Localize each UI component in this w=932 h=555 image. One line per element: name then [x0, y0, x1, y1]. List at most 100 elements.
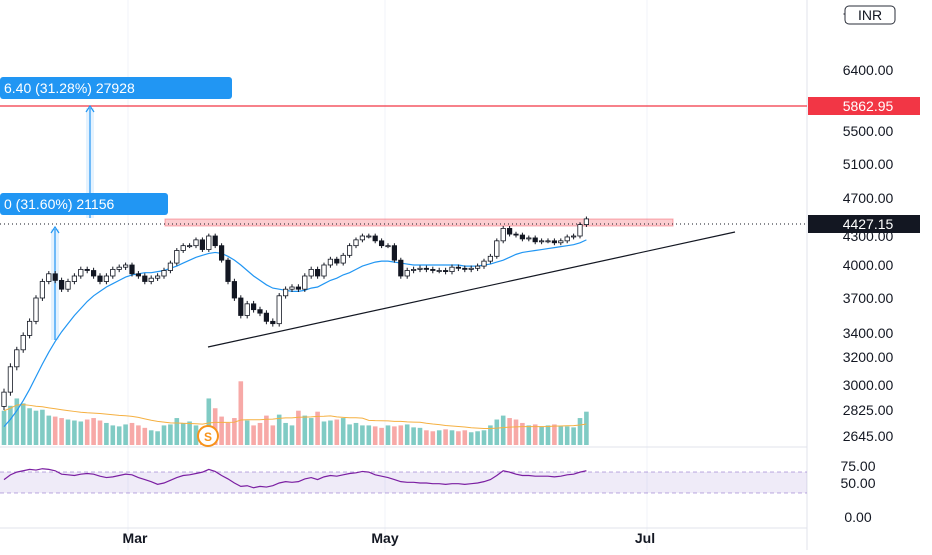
volume-bar — [270, 425, 276, 445]
volume-layer — [1, 381, 589, 445]
candle — [206, 233, 212, 252]
volume-bar — [59, 418, 64, 445]
candle-body — [513, 233, 519, 236]
volume-bar — [302, 415, 308, 445]
volume-bar — [110, 425, 116, 445]
candle-body — [506, 227, 513, 235]
support-trendline[interactable] — [207, 231, 736, 348]
candle-body — [462, 267, 468, 270]
candle — [295, 284, 302, 292]
candle-body — [430, 268, 436, 271]
candle — [186, 243, 193, 249]
volume-bar — [136, 425, 141, 445]
volume-bar — [180, 422, 186, 445]
candle — [334, 256, 340, 266]
candle — [327, 256, 334, 268]
candle — [52, 271, 58, 284]
volume-bar — [315, 411, 320, 445]
currency-badge[interactable]: INR — [844, 5, 896, 25]
volume-bar — [404, 424, 410, 445]
currency-label: INR — [858, 7, 882, 23]
candle-body — [404, 270, 410, 277]
candle — [14, 346, 20, 371]
rsi-tick-label: 0.00 — [844, 509, 871, 525]
candle-body — [212, 235, 218, 247]
volume-bar — [436, 430, 442, 445]
candle — [385, 243, 391, 249]
candle — [123, 262, 129, 270]
candle-body — [14, 349, 20, 368]
volume-bar — [78, 421, 84, 445]
volume-bar — [1, 410, 7, 445]
volume-bar — [212, 408, 218, 445]
candle — [346, 243, 353, 258]
candle — [449, 264, 455, 275]
resistance-zone[interactable] — [164, 218, 674, 227]
volume-average-line — [3, 404, 587, 429]
candle — [129, 262, 135, 277]
candle-body — [123, 264, 129, 268]
volume-bar — [545, 425, 551, 445]
candle — [366, 233, 372, 239]
volume-bar — [430, 431, 436, 445]
price-tick-label: 5500.00 — [843, 123, 894, 139]
candle-body — [71, 275, 77, 282]
candle-body — [129, 264, 135, 275]
candle-body — [353, 239, 359, 247]
candle — [238, 295, 244, 319]
candle — [314, 266, 321, 279]
volume-bar — [392, 426, 397, 445]
candle-body — [250, 303, 257, 311]
candle-body — [142, 275, 148, 282]
candle-body — [366, 235, 372, 238]
volume-bar — [417, 427, 423, 445]
candle-body — [103, 275, 109, 282]
candle — [302, 273, 308, 292]
candle — [199, 237, 205, 252]
price-tick-label: 3700.00 — [843, 290, 894, 306]
volume-bar — [97, 420, 103, 445]
candle — [148, 275, 154, 285]
target-price-label: 5862.95 — [843, 98, 894, 114]
volume-bar — [46, 415, 52, 445]
candle-body — [295, 286, 302, 290]
candle-body — [334, 258, 340, 264]
measure-label-top[interactable]: 6.40 (31.28%) 27928 — [0, 77, 232, 99]
volume-bar — [283, 422, 288, 445]
volume-bar — [174, 418, 180, 445]
volume-bar — [225, 422, 231, 445]
candle — [372, 233, 378, 244]
target-price-tag: 5862.95 — [808, 97, 920, 115]
volume-bar — [8, 405, 13, 445]
candle — [59, 277, 65, 292]
volume-bar — [161, 425, 167, 445]
candle-body — [218, 245, 225, 261]
candle — [321, 262, 327, 279]
candle — [71, 273, 77, 285]
volume-bar — [238, 381, 244, 445]
candle — [468, 265, 474, 273]
volume-bar — [116, 426, 122, 445]
candle-body — [91, 270, 97, 277]
candle — [519, 232, 526, 242]
measure-label-bottom[interactable]: 0 (31.60%) 21156 — [0, 193, 168, 215]
event-marker[interactable]: S — [197, 425, 219, 447]
candle — [455, 264, 462, 272]
time-axis-label: Jul — [635, 530, 655, 546]
volume-bar — [513, 419, 519, 445]
volume-bar — [475, 431, 480, 445]
candle-body — [417, 267, 423, 270]
candle — [91, 267, 97, 279]
candle-body — [154, 275, 161, 279]
candle-body — [116, 266, 122, 270]
rsi-line — [3, 468, 587, 489]
volume-bar — [520, 422, 525, 445]
volume-bar — [52, 416, 58, 445]
candle-body — [545, 240, 551, 243]
candle — [545, 238, 551, 244]
volume-bar — [385, 425, 391, 445]
volume-bar — [91, 418, 96, 445]
volume-bar — [168, 424, 173, 445]
